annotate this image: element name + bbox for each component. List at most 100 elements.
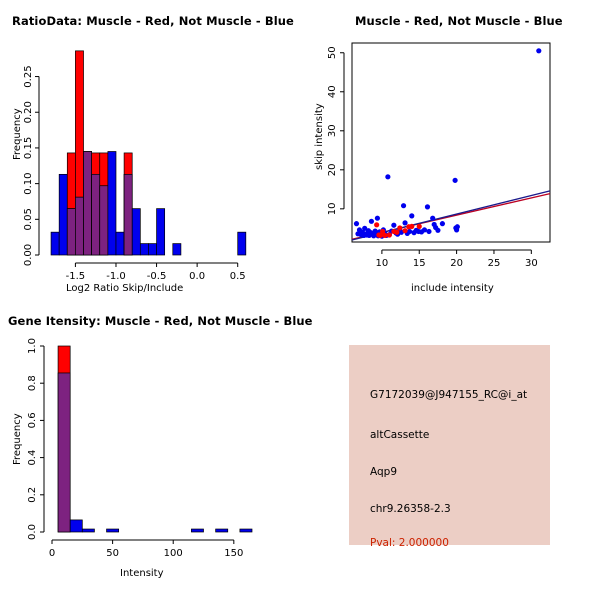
scatter-point [421,227,428,233]
x-tick-label: 20 [450,258,463,269]
scatter-point [452,177,458,183]
hist-bar-overlap [66,208,76,256]
hist-bar-overlap [91,173,101,256]
hist-bar-not-muscle [81,528,95,533]
hist-bar-not-muscle [172,243,182,256]
info-probe-id: G7172039@J947155_RC@i_at [370,389,528,401]
scatter-point [426,228,432,235]
y-tick-label: 10 [327,202,338,215]
y-tick-label: 0.10 [23,172,34,194]
scatter-point [382,232,388,238]
hist-bar-not-muscle [106,528,120,533]
hist-bar-not-muscle [139,243,149,256]
scatter-point [353,221,360,227]
plot-frame [351,42,551,243]
info-event-type: altCassette [370,429,430,441]
x-tick-label: 100 [164,548,183,559]
scatter-point [377,232,383,238]
x-tick-label: 0 [49,548,55,559]
info-locus: chr9.26358-2.3 [370,503,451,515]
y-tick-label: 0.00 [23,244,34,266]
ratio-histogram-title: RatioData: Muscle - Red, Not Muscle - Bl… [12,14,294,28]
scatter-point [368,218,375,224]
hist-bar-overlap [75,196,84,256]
gene-histogram-ylabel: Frequency [12,413,23,465]
panel-gene-histogram: Gene Itensity: Muscle - Red, Not Muscle … [0,300,312,600]
y-tick-label: 0.20 [23,101,34,123]
ratio-histogram-xlabel: Log2 Ratio Skip/Include [66,283,184,294]
x-tick-label: 30 [525,258,538,269]
scatter-point [435,227,441,233]
scatter-point [536,48,542,54]
scatter-point [424,204,431,210]
y-tick-label: 50 [327,46,338,59]
info-gene-symbol: Aqp9 [370,466,398,478]
hist-bar-not-muscle [50,231,60,256]
scatter-point [416,223,422,229]
panel-intensity-scatter: Muscle - Red, Not Muscle - Blue 10 20 30 40… [300,0,600,300]
scatter-point [409,223,415,229]
scatter-point [380,228,386,235]
scatter-point [397,225,403,231]
hist-bar-overlap [83,151,92,256]
scatter-point [391,222,397,228]
x-tick-label: 25 [488,258,501,269]
scatter-point [402,220,408,226]
hist-bar-not-muscle [69,519,83,533]
x-tick-label: 10 [376,258,389,269]
hist-bar-not-muscle [191,528,204,533]
x-tick-label: 0.0 [189,271,205,282]
y-tick-label: 1.0 [27,338,38,354]
ratio-histogram-ylabel: Frequency [12,108,23,160]
y-tick-label: 0.6 [27,412,38,428]
scatter-point [386,232,392,238]
x-tick-label: 50 [106,548,119,559]
hist-bar-not-muscle [156,208,166,256]
x-tick-label: -0.5 [147,271,167,282]
panel-ratio-histogram: RatioData: Muscle - Red, Not Muscle - Bl… [0,0,300,300]
hist-bar-not-muscle [58,173,68,256]
y-tick-label: 0.25 [23,65,34,87]
y-tick-label: 0.2 [27,487,38,503]
scatter-point [374,215,381,221]
scatter-title: Muscle - Red, Not Muscle - Blue [355,14,563,28]
scatter-point [385,174,391,180]
scatter-point [400,203,407,209]
x-tick-label: 0.5 [230,271,246,282]
scatter-point [439,221,446,227]
scatter-point [406,228,413,235]
hist-bar-not-muscle [57,372,71,533]
scatter-point [374,222,380,228]
hist-bar-not-muscle [115,231,125,256]
y-tick-label: 0.4 [27,450,38,466]
info-pval: Pval: 2.000000 [370,537,449,549]
gene-info-box: G7172039@J947155_RC@i_at altCassette Aqp… [349,345,550,549]
y-tick-label: 0.0 [27,524,38,540]
hist-bar-not-muscle [239,528,253,533]
y-tick-label: 20 [327,163,338,176]
hist-bar-not-muscle [131,208,141,256]
scatter-point [362,225,368,231]
gene-histogram-title: Gene Itensity: Muscle - Red, Not Muscle … [8,314,313,328]
hist-bar-overlap [123,173,133,256]
scatter-point [394,229,400,235]
y-tick-label: 40 [327,85,338,98]
scatter-xlabel: include intensity [411,283,494,294]
x-tick-label: 15 [413,258,426,269]
hist-bar-not-muscle [237,231,247,256]
scatter-canvas: 10 20 30 40 50 10 15 20 25 30 [327,42,551,269]
scatter-point [402,228,408,234]
x-tick-label: -1.5 [66,271,86,282]
y-tick-label: 0.8 [27,375,38,391]
x-tick-label: 150 [224,548,243,559]
x-tick-label: -1.0 [106,271,126,282]
hist-bar-not-muscle [215,528,229,533]
scatter-ylabel: skip intensity [314,103,325,170]
y-tick-label: 30 [327,124,338,137]
gene-histogram-canvas: 0.0 0.2 0.4 0.6 0.8 1.0 0 50 100 150 [27,338,253,559]
y-tick-label: 0.15 [23,137,34,159]
gene-histogram-xlabel: Intensity [120,568,164,579]
hist-bar-not-muscle [148,243,157,256]
ratio-histogram-canvas: 0.00 0.05 0.10 0.15 0.20 0.25 -1.5 -1.0 -0.5 0.0 0… [23,50,247,282]
